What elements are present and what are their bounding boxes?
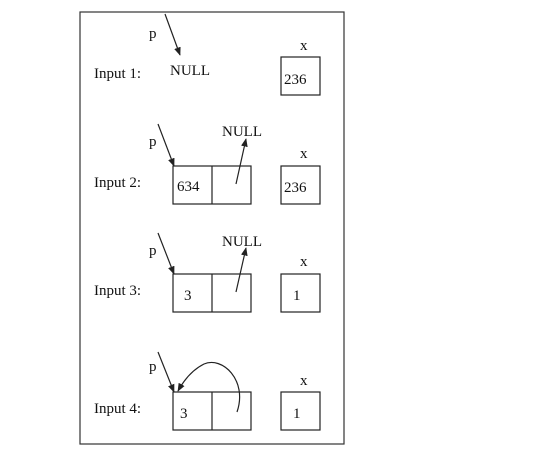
input-2-pointer-label: p <box>149 134 157 150</box>
input-4-self-loop-arrow <box>177 361 241 413</box>
input-4-x-value: 1 <box>293 406 301 422</box>
input-2-node-data: 634 <box>177 179 200 195</box>
input-4-pointer-arrow <box>157 351 175 393</box>
input-3-pointer-label: p <box>149 243 157 259</box>
input-4-x-label: x <box>300 373 308 389</box>
input-1-x-label: x <box>300 38 308 54</box>
input-1-x-box <box>280 56 321 96</box>
input-3-null: NULL <box>222 234 262 250</box>
input-2-null: NULL <box>222 124 262 140</box>
input-1-null: NULL <box>170 63 210 79</box>
input-2-row: Input 2: p 634 NULL x 236 <box>94 123 321 205</box>
input-2-x-label: x <box>300 146 308 162</box>
input-3-pointer-arrow <box>157 232 175 275</box>
input-4-pointer-label: p <box>149 359 157 375</box>
input-2-next-arrow <box>235 138 248 185</box>
input-3-next-arrow <box>235 247 248 293</box>
input-2-label: Input 2: <box>94 175 141 191</box>
input-4-node-data: 3 <box>180 406 188 422</box>
input-3-label: Input 3: <box>94 283 141 299</box>
input-1-x-value: 236 <box>284 72 307 88</box>
input-3-node-data: 3 <box>184 288 192 304</box>
input-1-pointer-label: p <box>149 26 157 42</box>
diagram-frame <box>79 11 345 445</box>
input-2-x-box <box>280 165 321 205</box>
input-1-label: Input 1: <box>94 66 141 82</box>
input-4-x-box <box>280 391 321 431</box>
input-3-x-box <box>280 273 321 313</box>
input-3-row: Input 3: p 3 NULL x 1 <box>94 232 321 313</box>
input-3-x-label: x <box>300 254 308 270</box>
input-2-x-value: 236 <box>284 180 307 196</box>
input-3-x-value: 1 <box>293 288 301 304</box>
input-1-row: Input 1: p NULL x 236 <box>94 13 321 96</box>
input-1-pointer-arrow <box>164 13 181 56</box>
input-2-pointer-arrow <box>157 123 175 167</box>
input-4-label: Input 4: <box>94 401 141 417</box>
input-4-row: Input 4: p 3 x 1 <box>94 351 321 431</box>
